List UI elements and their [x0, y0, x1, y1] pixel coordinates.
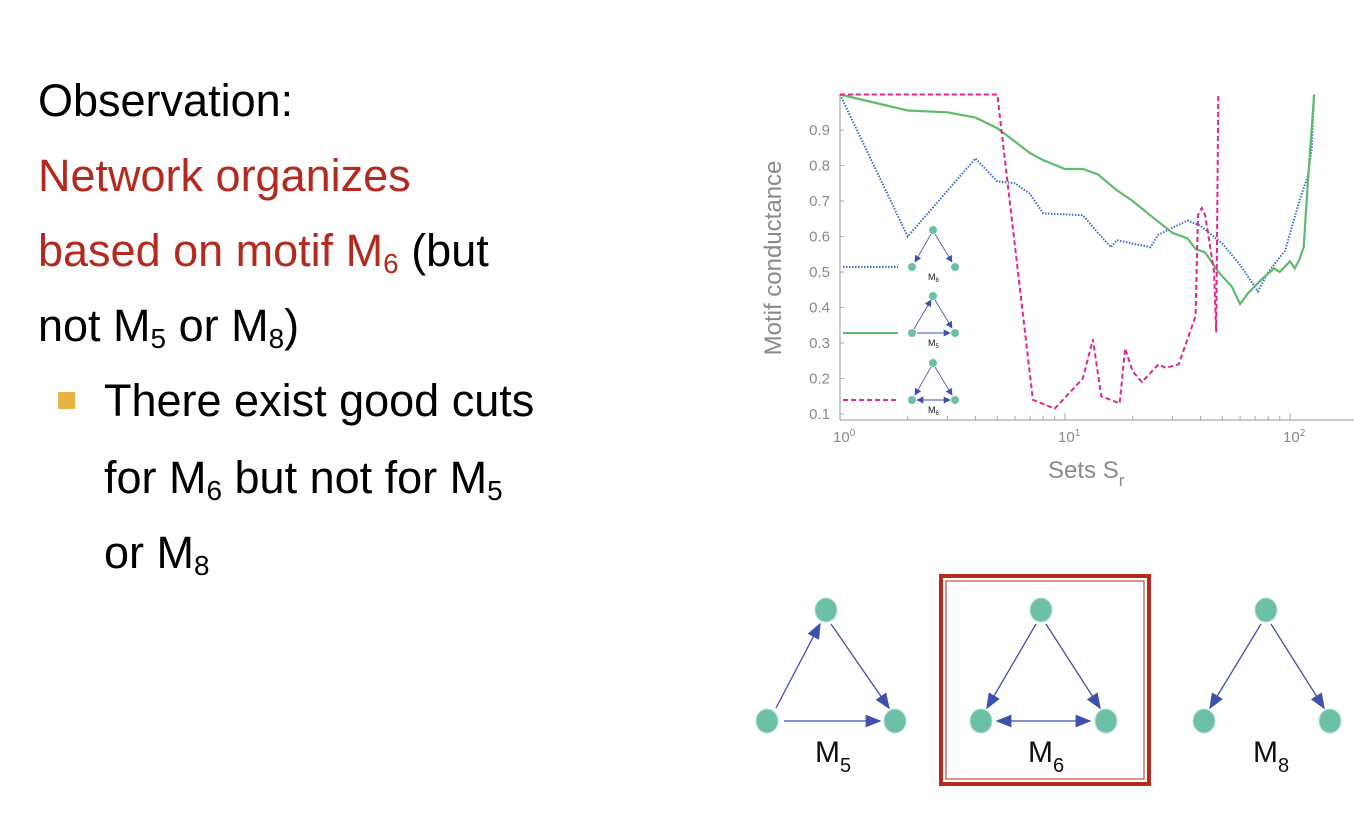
motif-node-icon [908, 329, 916, 337]
bullet-line2: for M6 but not for M5 [104, 440, 503, 515]
text: (but [398, 225, 489, 276]
observation-heading: Observation: [38, 75, 294, 126]
motif-node-icon [951, 263, 959, 271]
y-tick-label: 0.9 [809, 122, 830, 139]
x-tick-label: 100 [833, 428, 856, 446]
motif-m6: M6 [939, 574, 1151, 786]
motif-node-icon [1254, 597, 1278, 623]
motif-node-icon [929, 292, 937, 300]
motif-node-icon [814, 597, 838, 623]
bullet-line1: There exist good cuts [104, 375, 535, 426]
headline-line1: Network organizes [38, 150, 411, 201]
edge-arrow-icon [986, 623, 1037, 710]
text: not M [38, 300, 151, 351]
y-axis-label: Motif conductance [760, 161, 787, 356]
y-tick-label: 0.1 [809, 406, 830, 423]
y-tick-label: 0.5 [809, 264, 830, 281]
series-line-m6 [840, 93, 1220, 410]
headline-line2-red: based on motif M6 [38, 225, 399, 279]
x-tick-label: 102 [1283, 428, 1306, 446]
y-tick-label: 0.2 [809, 371, 830, 388]
y-tick-label: 0.4 [809, 300, 830, 317]
motif-node-icon [951, 396, 959, 404]
motif-node-icon [929, 226, 937, 234]
subscript: 5 [487, 474, 503, 506]
legend-entry-m8: M8 [843, 226, 959, 284]
x-axis-label: Sets Sr [1048, 457, 1125, 490]
text: based on motif M [38, 225, 384, 276]
edge-arrow-icon [830, 623, 890, 710]
subscript: 8 [194, 549, 210, 581]
motif-label: M6 [1028, 736, 1064, 777]
series-line-m5 [839, 93, 1316, 307]
motif-label: M8 [1253, 736, 1289, 777]
legend-label: M8 [928, 272, 940, 284]
edge-arrow-icon [1270, 623, 1325, 710]
bullet-line3: or M8 [104, 515, 210, 590]
legend-label: M5 [928, 338, 940, 350]
legend-entry-m6: M6 [843, 359, 959, 417]
y-tick-label: 0.6 [809, 229, 830, 246]
motif-node-icon [883, 708, 907, 734]
edge-arrow-icon [1209, 623, 1262, 710]
motif-node-icon [1192, 708, 1216, 734]
subscript: 5 [150, 322, 167, 354]
motif-m5: M5 [755, 597, 907, 777]
y-tick-label: 0.3 [809, 335, 830, 352]
y-tick-label: 0.8 [809, 158, 830, 175]
motif-node-icon [929, 359, 937, 367]
motif-node-icon [1318, 708, 1342, 734]
motif-node-icon [908, 396, 916, 404]
subscript: 6 [383, 247, 399, 279]
motif-m8: M8 [1192, 597, 1342, 777]
legend-label: M6 [928, 405, 940, 417]
motif-node-icon [908, 263, 916, 271]
motif-node-icon [1029, 597, 1053, 623]
headline-line3: not M5 or M8) [38, 288, 299, 363]
text: for M [104, 452, 207, 503]
motif-node-icon [969, 708, 993, 734]
edge-arrow-icon [1045, 623, 1101, 710]
subscript: 8 [268, 322, 285, 354]
subscript: 6 [206, 474, 223, 506]
y-tick-label: 0.7 [809, 193, 830, 210]
text: or M [166, 300, 269, 351]
motif-node-icon [755, 708, 779, 734]
text: but not for M [222, 452, 488, 503]
text: ) [284, 300, 300, 351]
text: or M [104, 527, 194, 578]
headline-line2: based on motif M6 (but [38, 213, 489, 288]
edge-arrow-icon [775, 622, 821, 709]
x-tick-label: 101 [1058, 428, 1081, 446]
series-line-m8 [839, 94, 1316, 294]
highlight-box [939, 574, 1151, 786]
legend-entry-m5: M5 [843, 292, 959, 350]
motif-label: M5 [815, 736, 851, 777]
motif-node-icon [1094, 708, 1118, 734]
motif-node-icon [951, 329, 959, 337]
bullet-square-icon [58, 392, 75, 409]
